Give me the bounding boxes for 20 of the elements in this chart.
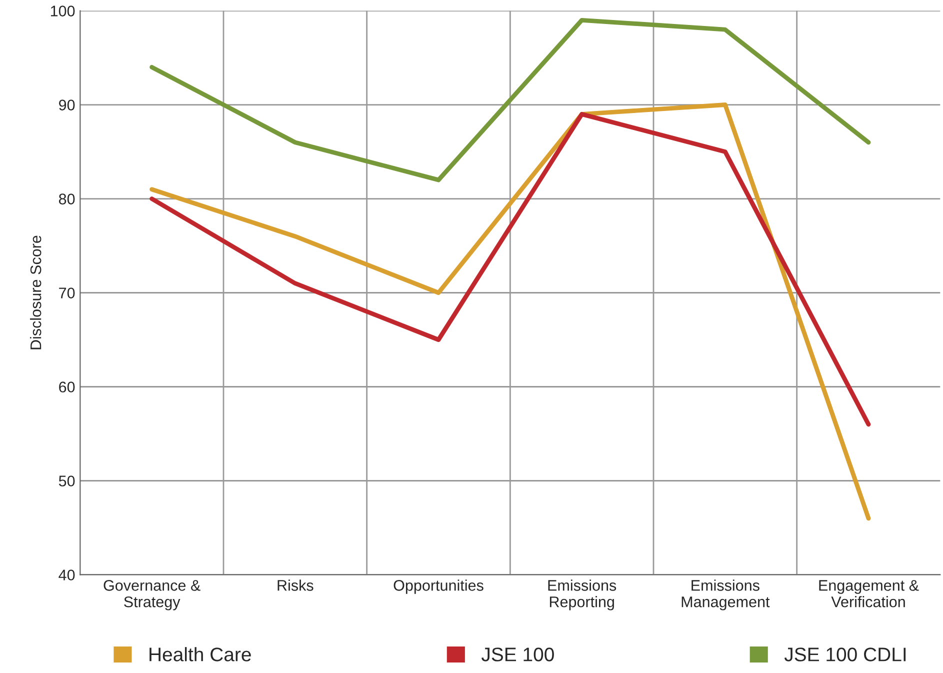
y-tick-label: 40 <box>58 570 75 580</box>
y-tick-label: 60 <box>59 382 75 392</box>
y-tick-label: 80 <box>58 194 75 204</box>
x-tick-label: Risks <box>278 580 314 591</box>
x-tick-label: Engagement & Verification <box>819 580 919 608</box>
legend-label: JSE 100 CDLI <box>784 648 906 662</box>
y-tick-label: 100 <box>50 6 75 16</box>
line-series <box>150 18 871 182</box>
y-tick-label: 90 <box>59 100 75 110</box>
x-tick-label: Emissions Management <box>682 580 770 610</box>
line-series <box>150 102 871 521</box>
y-axis-title: Disclosure Score <box>30 236 42 350</box>
x-tick-label: Opportunities <box>394 580 484 594</box>
y-tick-label: 50 <box>58 476 75 486</box>
x-tick-label: Governance & Strategy <box>104 580 200 610</box>
line-series <box>150 112 871 427</box>
legend-label: Health Care <box>150 647 251 662</box>
legend-label: JSE 100 <box>481 648 554 662</box>
x-tick-label: Emissions Reporting <box>548 580 616 610</box>
y-tick-label: 70 <box>59 288 75 298</box>
